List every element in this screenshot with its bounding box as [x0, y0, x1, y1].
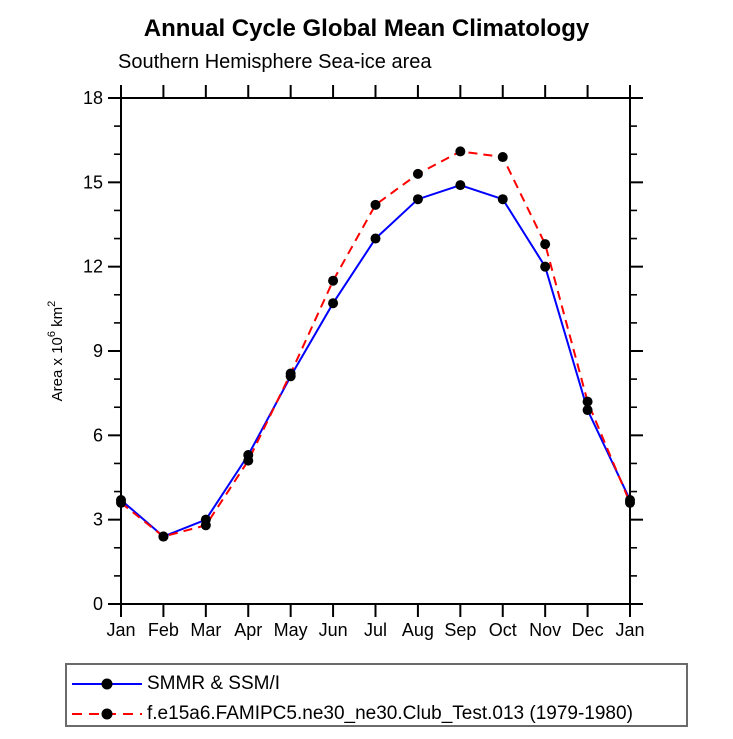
series-marker-1	[116, 497, 126, 508]
legend-label-model: f.e15a6.FAMIPC5.ne30_ne30.Club_Test.013 …	[147, 703, 633, 724]
legend-marker-dot	[101, 678, 113, 690]
legend-item-model: f.e15a6.FAMIPC5.ne30_ne30.Club_Test.013 …	[72, 702, 633, 726]
legend-label-observations: SMMR & SSM/I	[147, 673, 281, 694]
series-marker-1	[243, 455, 254, 466]
plot-frame	[120, 97, 631, 605]
series-marker-0	[412, 194, 423, 205]
series-marker-1	[328, 275, 339, 286]
series-marker-1	[582, 396, 593, 407]
y-tick-label: 0	[93, 594, 103, 614]
x-tick-label: Jul	[364, 620, 387, 640]
series-marker-1	[625, 497, 635, 508]
series-marker-1	[158, 531, 169, 542]
x-tick-label: Jan	[106, 620, 135, 640]
series-marker-1	[497, 152, 508, 163]
x-tick-label: Feb	[148, 620, 179, 640]
legend-line-sample-red	[72, 708, 142, 720]
x-tick-label: Mar	[190, 620, 221, 640]
series-marker-0	[328, 298, 339, 309]
legend-item-observations: SMMR & SSM/I	[72, 672, 280, 696]
x-tick-label: Apr	[234, 620, 262, 640]
series-marker-0	[540, 261, 551, 272]
y-tick-label: 12	[83, 257, 103, 277]
series-marker-1	[285, 368, 296, 379]
series-marker-0	[582, 405, 593, 416]
x-tick-label: May	[274, 620, 308, 640]
legend: SMMR & SSM/I f.e15a6.FAMIPC5.ne30_ne30.C…	[65, 663, 688, 727]
x-tick-label: Nov	[529, 620, 561, 640]
y-axis-title: Area x 106​ km2​	[46, 301, 66, 402]
series-marker-0	[370, 233, 381, 244]
legend-line-sample-blue	[72, 678, 142, 690]
x-tick-label: Dec	[572, 620, 604, 640]
series-marker-0	[497, 194, 508, 205]
series-marker-0	[455, 180, 466, 191]
x-tick-label: Oct	[489, 620, 517, 640]
chart-subtitle: Southern Hemisphere Sea-ice area	[118, 51, 432, 73]
series-marker-1	[200, 520, 211, 531]
x-tick-label: Aug	[402, 620, 434, 640]
series-marker-1	[370, 199, 381, 210]
y-tick-label: 9	[93, 341, 103, 361]
x-tick-label: Jan	[615, 620, 644, 640]
series-marker-1	[412, 168, 423, 179]
y-tick-label: 18	[83, 88, 103, 108]
x-tick-label: Sep	[444, 620, 476, 640]
y-tick-label: 15	[83, 172, 103, 192]
x-tick-label: Jun	[319, 620, 348, 640]
y-tick-label: 6	[93, 425, 103, 445]
legend-marker-dot	[101, 708, 113, 720]
chart-title: Annual Cycle Global Mean Climatology	[143, 15, 590, 42]
series-marker-1	[455, 146, 466, 157]
series-marker-1	[540, 239, 551, 250]
y-tick-label: 3	[93, 510, 103, 530]
